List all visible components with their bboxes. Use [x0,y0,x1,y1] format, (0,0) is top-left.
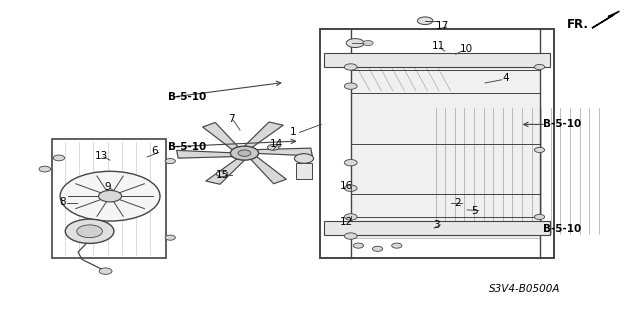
Text: 6: 6 [152,145,158,156]
Polygon shape [244,122,283,148]
Text: B-5-10: B-5-10 [168,142,206,152]
Circle shape [344,64,357,70]
Text: S3V4-B0500A: S3V4-B0500A [489,284,561,294]
Bar [324,221,550,235]
Text: 17: 17 [436,20,449,31]
Polygon shape [177,150,234,158]
Polygon shape [255,148,312,156]
Text: 9: 9 [104,182,111,192]
Circle shape [534,64,545,70]
Text: 3: 3 [433,220,440,230]
Text: 16: 16 [340,181,353,191]
Circle shape [353,243,364,248]
Bar [52,139,166,258]
Circle shape [392,243,402,248]
Text: 10: 10 [460,44,472,55]
Text: 11: 11 [432,41,445,51]
Circle shape [216,171,228,177]
Circle shape [99,190,122,202]
Circle shape [230,146,259,160]
Circle shape [53,155,65,161]
Text: FR.: FR. [567,18,589,31]
Circle shape [534,214,545,219]
Text: 1: 1 [290,127,296,137]
Polygon shape [250,156,286,184]
Text: B-5-10: B-5-10 [543,224,581,234]
Polygon shape [203,122,239,150]
Circle shape [372,246,383,251]
Text: 5: 5 [472,205,478,216]
Text: 15: 15 [216,170,229,180]
Circle shape [77,225,102,238]
Text: B-5-10: B-5-10 [543,119,581,130]
Circle shape [99,268,112,274]
Circle shape [60,171,160,221]
Text: 12: 12 [340,217,353,227]
Circle shape [65,219,114,243]
Circle shape [534,147,545,152]
Circle shape [268,145,279,150]
Circle shape [344,214,357,220]
Circle shape [294,154,314,163]
Text: 7: 7 [228,114,235,124]
Bar [324,53,550,67]
Circle shape [238,150,251,156]
Text: 4: 4 [502,73,509,83]
Polygon shape [592,11,620,28]
Text: 8: 8 [60,197,66,207]
Circle shape [344,233,357,239]
Circle shape [165,159,175,164]
Bar [351,53,540,238]
Circle shape [39,166,51,172]
Circle shape [346,39,364,48]
Bar [320,29,554,258]
Text: B-5-10: B-5-10 [168,92,206,102]
Circle shape [344,83,357,89]
Bar [296,163,312,179]
Circle shape [344,160,357,166]
Text: 13: 13 [95,151,108,161]
Text: 2: 2 [454,197,461,208]
Circle shape [165,235,175,240]
Circle shape [344,185,357,191]
Circle shape [363,41,373,46]
Polygon shape [206,159,245,184]
Circle shape [417,17,433,25]
Text: 14: 14 [270,139,283,149]
